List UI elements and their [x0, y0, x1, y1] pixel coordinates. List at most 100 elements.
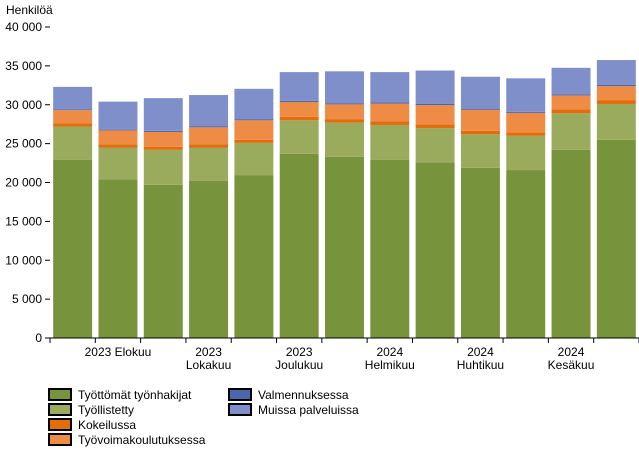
bar-segment-1-7: [370, 124, 410, 160]
legend-swatch-3: [48, 433, 72, 446]
legend-label-1: Työllistetty: [78, 402, 135, 417]
legend-item-5: Muissa palveluissa: [228, 402, 359, 417]
bar-segment-1-4: [234, 142, 274, 176]
bar-segment-2-5: [279, 116, 319, 121]
bar-segment-4-12: [596, 84, 636, 87]
bar-segment-1-0: [53, 126, 93, 160]
y-tick-label: 0: [35, 331, 42, 345]
bar-segment-0-6: [325, 156, 364, 338]
bar-segment-0-8: [415, 162, 455, 338]
bar-segment-1-10: [506, 135, 546, 171]
bar-segment-2-12: [596, 100, 636, 104]
legend-swatch-4: [228, 388, 252, 401]
bar-segment-2-9: [460, 130, 500, 135]
bar-segment-0-1: [98, 179, 138, 338]
bar-segment-4-7: [370, 102, 410, 104]
bar-segment-2-2: [143, 146, 183, 150]
legend-item-2: Kokeilussa: [48, 417, 136, 432]
y-tick-label: 40 000: [5, 20, 42, 34]
x-tick-label: 2024 Helmikuu: [365, 345, 415, 372]
bar-segment-5-5: [279, 72, 319, 101]
bar-segment-2-6: [325, 119, 364, 123]
y-tick-label: 20 000: [5, 176, 42, 190]
stacked-bar-chart: Henkilöä 0 5 000 10 000 15 000 20 000 25 000 3…: [5, 3, 639, 372]
bar-segment-4-10: [506, 111, 546, 113]
legend-item-1: Työllistetty: [48, 402, 134, 417]
legend-swatch-1: [48, 403, 72, 416]
legend-swatch-2: [48, 418, 72, 431]
x-tick-label: 2024 Kesäkuu: [548, 345, 595, 372]
legend-label-5: Muissa palveluissa: [258, 402, 359, 417]
bar-segment-0-7: [370, 159, 410, 338]
bar-segment-0-11: [551, 149, 591, 338]
y-tick-label: 35 000: [5, 59, 42, 73]
bar-segment-3-2: [143, 131, 183, 147]
bar-segment-0-4: [234, 175, 274, 338]
x-tick-label: 2023 Lokakuu: [186, 345, 231, 372]
x-tick-label: 2023 Elokuu: [85, 345, 152, 359]
bar-segment-2-3: [189, 144, 229, 148]
bar-segment-5-0: [53, 86, 93, 110]
y-tick-label: 25 000: [5, 137, 42, 151]
bar-segment-1-9: [460, 134, 500, 168]
bar-segment-3-10: [506, 112, 546, 133]
bar-segment-0-9: [460, 167, 500, 338]
bar-segment-4-11: [551, 94, 591, 96]
bar-segment-3-4: [234, 120, 274, 140]
bar-segment-3-0: [53, 110, 93, 124]
bar-segment-3-7: [370, 103, 410, 122]
bar-segment-3-11: [551, 95, 591, 110]
bar-segment-2-4: [234, 139, 274, 143]
legend-item-0: Työttömät työnhakijat: [48, 387, 191, 402]
y-tick-label: 15 000: [5, 214, 42, 228]
bar-segment-1-3: [189, 147, 229, 181]
bar-segment-2-10: [506, 132, 546, 136]
bar-segment-2-8: [415, 124, 455, 129]
bar-segment-3-6: [325, 104, 364, 120]
bar-segment-0-0: [53, 159, 93, 338]
y-tick-label: 5 000: [12, 292, 42, 306]
bar-segment-2-0: [53, 123, 93, 127]
legend-swatch-0: [48, 388, 72, 401]
bar-segment-5-4: [234, 88, 274, 120]
x-tick-label: 2023 Joulukuu: [275, 345, 323, 372]
bar-segment-5-1: [98, 101, 138, 130]
bar-segment-2-11: [551, 109, 591, 114]
bar-segment-1-12: [596, 103, 636, 140]
bar-segment-4-1: [98, 129, 138, 131]
bar-segment-1-5: [279, 120, 319, 154]
bar-segment-3-12: [596, 86, 636, 101]
bar-segment-4-2: [143, 130, 183, 132]
x-tick-label: 2024 Huhtikuu: [457, 345, 504, 372]
legend-label-4: Valmennuksessa: [258, 387, 349, 402]
bar-segment-4-6: [325, 103, 364, 105]
bar-segment-0-3: [189, 180, 229, 338]
y-axis-title: Henkilöä: [6, 3, 53, 17]
legend-swatch-5: [228, 403, 252, 416]
bar-segment-5-12: [596, 60, 636, 85]
bar-segment-4-5: [279, 100, 319, 103]
bar-segment-4-9: [460, 108, 500, 110]
legend-item-4: Valmennuksessa: [228, 387, 349, 402]
y-tick-label: 10 000: [5, 253, 42, 267]
bar-segment-5-7: [370, 72, 410, 103]
bar-segment-5-8: [415, 70, 455, 104]
legend-label-3: Työvoimakoulutuksessa: [78, 432, 206, 447]
bar-segment-5-11: [551, 67, 591, 95]
bar-segment-5-3: [189, 95, 229, 127]
bar-segment-5-6: [325, 71, 364, 104]
bar-segment-3-3: [189, 127, 229, 145]
legend: Työttömät työnhakijat Työllistetty Kokei…: [48, 387, 468, 447]
legend-item-3: Työvoimakoulutuksessa: [48, 432, 205, 447]
legend-label-0: Työttömät työnhakijat: [78, 387, 192, 402]
bar-segment-5-2: [143, 98, 183, 131]
bar-segment-5-9: [460, 76, 500, 109]
bar-segment-1-1: [98, 147, 138, 180]
y-tick-label: 30 000: [5, 98, 42, 112]
bar-segment-4-0: [53, 109, 93, 111]
bar-segment-2-7: [370, 121, 410, 125]
bar-segment-5-10: [506, 78, 546, 112]
bar-segment-1-8: [415, 128, 455, 163]
bar-segment-1-11: [551, 113, 591, 150]
bar-segment-0-12: [596, 139, 636, 338]
